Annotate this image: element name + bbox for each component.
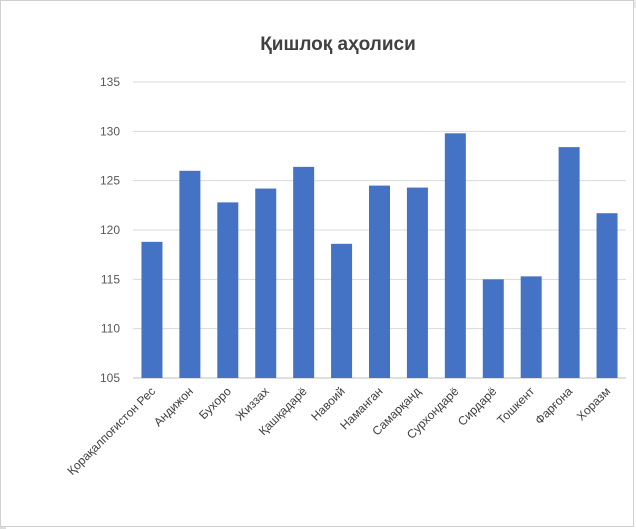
y-tick-label: 130	[100, 124, 120, 138]
chart-title: Қишлоқ аҳолиси	[260, 34, 416, 55]
bar	[406, 187, 428, 378]
bar	[369, 185, 390, 378]
x-category-label: Андижон	[151, 384, 196, 429]
bar	[179, 170, 201, 378]
bar	[331, 243, 353, 378]
bar	[255, 188, 277, 378]
x-category-label: Бухоро	[196, 384, 234, 422]
bar	[444, 133, 466, 378]
y-axis-ticks: 105 110 115 120 125 130 135	[100, 75, 120, 385]
bar	[217, 202, 239, 378]
y-tick-label: 110	[101, 322, 120, 336]
y-tick-label: 125	[100, 174, 120, 188]
y-tick-label: 105	[100, 371, 120, 385]
bars	[141, 133, 618, 378]
x-category-label: Қорақалпоғистон Рес	[65, 384, 159, 478]
bar	[596, 213, 618, 378]
x-category-label: Фарғона	[532, 384, 575, 427]
bar	[482, 279, 504, 378]
y-tick-label: 115	[101, 272, 120, 286]
bar	[520, 276, 542, 378]
bar	[141, 241, 163, 378]
y-tick-label: 120	[100, 223, 120, 237]
x-category-label: Сирдарё	[455, 384, 500, 429]
bar	[293, 166, 315, 378]
x-category-label: Хоразм	[574, 384, 613, 423]
y-tick-label: 135	[100, 75, 120, 89]
bar	[558, 147, 580, 378]
x-category-label: Тошкент	[494, 384, 537, 427]
